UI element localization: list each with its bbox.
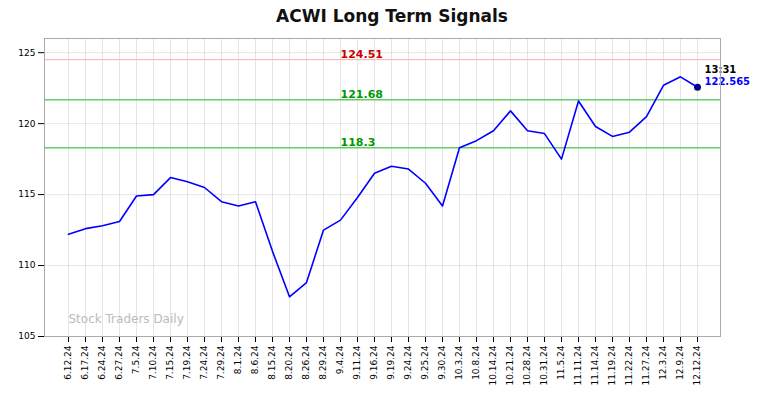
svg-text:11.19.24: 11.19.24: [607, 345, 617, 385]
svg-text:Stock Traders Daily: Stock Traders Daily: [69, 312, 184, 326]
svg-text:10.3.24: 10.3.24: [454, 345, 464, 380]
svg-text:6.17.24: 6.17.24: [80, 345, 90, 380]
svg-text:105: 105: [18, 331, 35, 341]
svg-text:12.12.24: 12.12.24: [692, 345, 702, 385]
svg-text:7.24.24: 7.24.24: [199, 345, 209, 380]
svg-text:8.6.24: 8.6.24: [250, 345, 260, 374]
svg-text:125: 125: [18, 48, 35, 58]
svg-text:7.19.24: 7.19.24: [182, 345, 192, 380]
svg-text:10.14.24: 10.14.24: [488, 345, 498, 385]
svg-text:7.15.24: 7.15.24: [165, 345, 175, 380]
svg-text:9.11.24: 9.11.24: [352, 345, 362, 380]
svg-text:10.8.24: 10.8.24: [471, 345, 481, 380]
svg-text:6.24.24: 6.24.24: [97, 345, 107, 380]
svg-text:11.14.24: 11.14.24: [590, 345, 600, 385]
svg-text:8.29.24: 8.29.24: [318, 345, 328, 380]
svg-text:12.9.24: 12.9.24: [675, 345, 685, 380]
svg-text:11.5.24: 11.5.24: [556, 345, 566, 380]
svg-text:11.22.24: 11.22.24: [624, 345, 634, 385]
svg-text:9.25.24: 9.25.24: [420, 345, 430, 380]
svg-text:8.20.24: 8.20.24: [284, 345, 294, 380]
svg-text:6.12.24: 6.12.24: [63, 345, 73, 380]
svg-text:13:31: 13:31: [704, 64, 737, 76]
svg-text:10.28.24: 10.28.24: [522, 345, 532, 385]
svg-text:9.24.24: 9.24.24: [403, 345, 413, 380]
svg-text:7.10.24: 7.10.24: [148, 345, 158, 380]
svg-text:9.16.24: 9.16.24: [369, 345, 379, 380]
svg-text:9.30.24: 9.30.24: [437, 345, 447, 380]
svg-text:7.29.24: 7.29.24: [216, 345, 226, 380]
svg-text:121.68: 121.68: [341, 88, 383, 101]
svg-text:12.3.24: 12.3.24: [658, 345, 668, 380]
svg-text:120: 120: [18, 119, 35, 129]
svg-text:118.3: 118.3: [341, 136, 376, 149]
svg-text:11.27.24: 11.27.24: [641, 345, 651, 385]
html-text:ACWI Long Term Signals: ACWI Long Term Signals: [276, 6, 508, 26]
svg-text:122.565: 122.565: [705, 76, 751, 87]
svg-text:8.15.24: 8.15.24: [267, 345, 277, 380]
svg-text:8.26.24: 8.26.24: [301, 345, 311, 380]
svg-text:8.1.24: 8.1.24: [233, 345, 243, 374]
svg-text:10.31.24: 10.31.24: [539, 345, 549, 385]
svg-text:124.51: 124.51: [341, 48, 383, 61]
svg-text:110: 110: [18, 260, 35, 270]
svg-text:9.4.24: 9.4.24: [335, 345, 345, 374]
svg-text:10.21.24: 10.21.24: [505, 345, 515, 385]
svg-text:6.27.24: 6.27.24: [114, 345, 124, 380]
svg-text:9.19.24: 9.19.24: [386, 345, 396, 380]
svg-text:115: 115: [18, 189, 35, 199]
svg-text:7.5.24: 7.5.24: [131, 345, 141, 374]
svg-text:11.11.24: 11.11.24: [573, 345, 583, 385]
